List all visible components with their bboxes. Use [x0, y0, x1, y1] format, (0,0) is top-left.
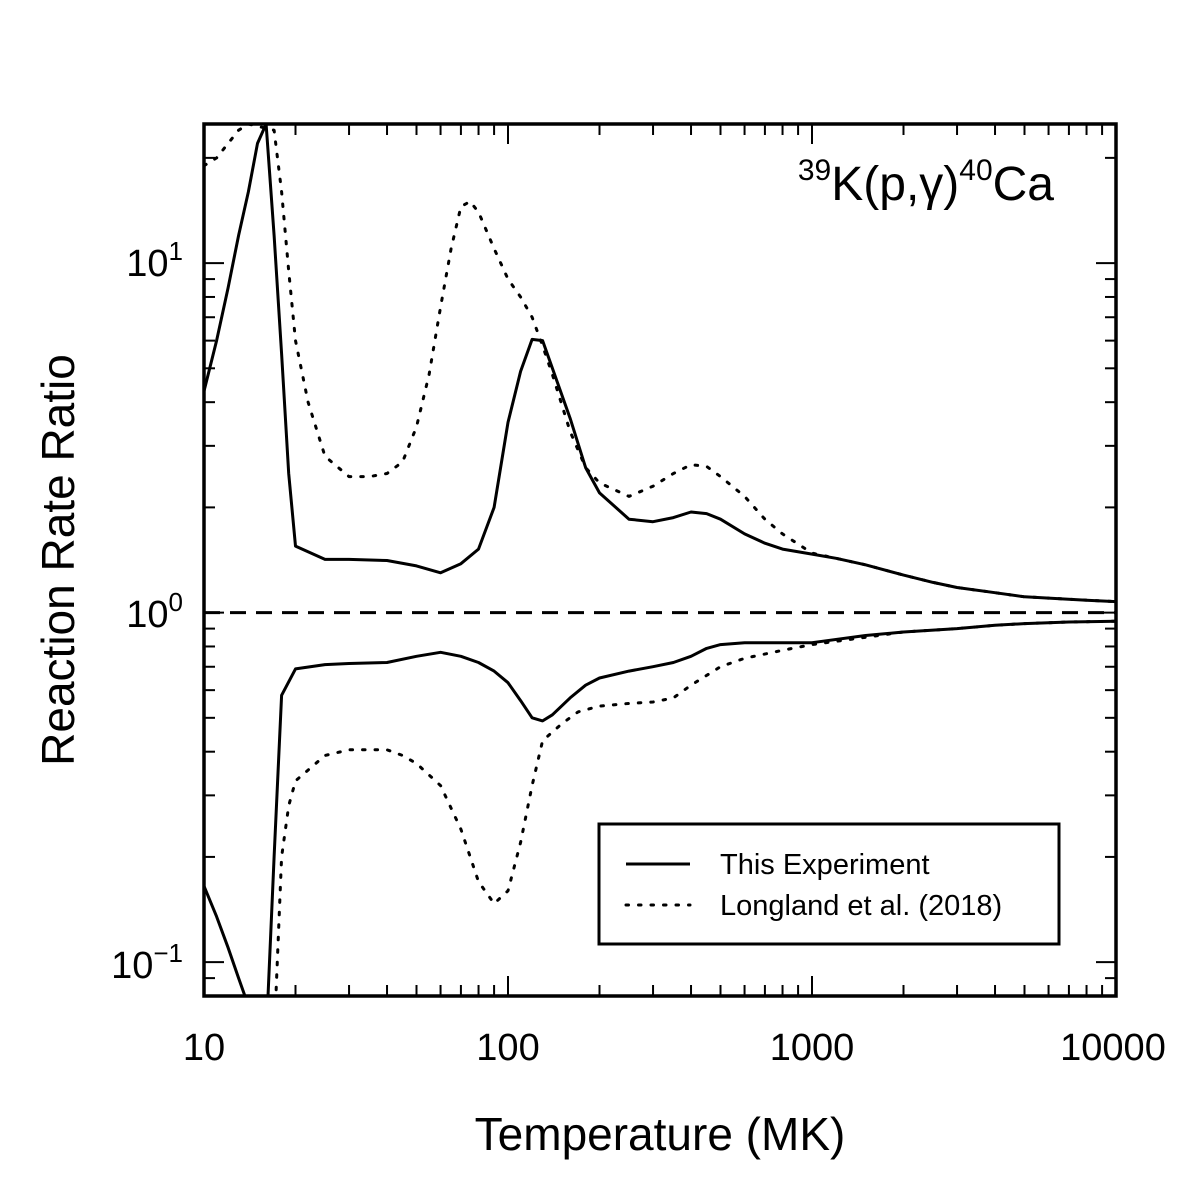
- series-line-longland-lower: [274, 619, 1116, 996]
- series-line-this-experiment-lower: [204, 619, 1116, 996]
- series-line-longland-upper: [204, 124, 1116, 604]
- legend-label-longland: Longland et al. (2018): [720, 890, 1002, 922]
- y-tick-labels: 101 100 10−1: [111, 236, 183, 987]
- x-tick-label: 1000: [770, 1027, 855, 1069]
- plot-area: [204, 124, 1116, 996]
- legend-label-this-experiment: This Experiment: [720, 849, 930, 881]
- x-tick-labels: 10 100 1000 10000: [183, 1027, 1166, 1069]
- y-tick-label: 10−1: [111, 938, 183, 987]
- x-axis-title: Temperature (MK): [475, 1108, 846, 1160]
- axis-ticks: [203, 124, 1117, 997]
- series-layer: [204, 124, 1116, 996]
- y-tick-label: 101: [126, 236, 183, 285]
- x-tick-label: 10000: [1060, 1027, 1166, 1069]
- series-line-this-experiment-upper: [204, 124, 1116, 604]
- legend: This Experiment Longland et al. (2018): [597, 822, 1061, 946]
- y-tick-label: 100: [126, 587, 183, 636]
- x-tick-label: 100: [476, 1027, 539, 1069]
- legend-box: [597, 822, 1061, 946]
- x-tick-label: 10: [183, 1027, 225, 1069]
- plot-frame: [202, 122, 1118, 998]
- y-axis-title: Reaction Rate Ratio: [32, 354, 84, 766]
- reaction-annotation: 39K(p,γ)40Ca: [798, 154, 1054, 211]
